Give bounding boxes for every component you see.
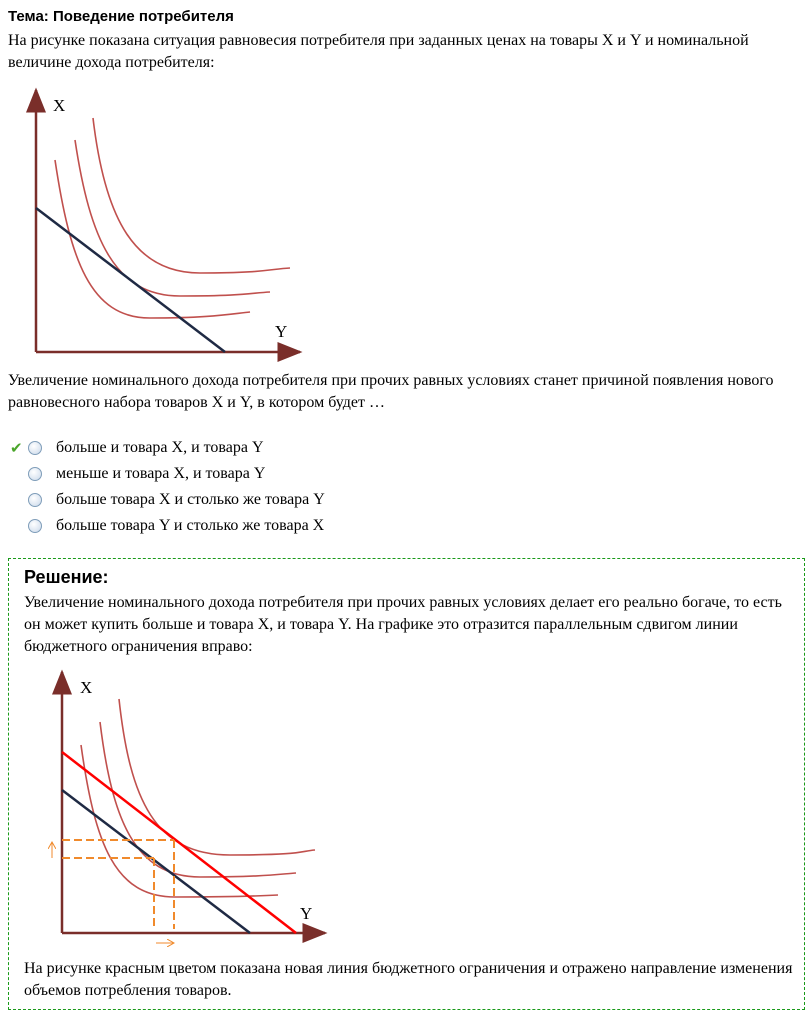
axis-label-x: X bbox=[53, 96, 66, 115]
checkmark-icon: ✔ bbox=[10, 440, 23, 457]
solution-text: Увеличение номинального дохода потребите… bbox=[24, 594, 782, 655]
graph-2 bbox=[52, 669, 328, 943]
budget-line bbox=[35, 207, 226, 353]
indifference-curve-1 bbox=[54, 159, 251, 319]
new-budget-line bbox=[61, 751, 297, 934]
option-4[interactable]: больше товара Y и столько же товара X bbox=[10, 513, 325, 539]
radio-button[interactable] bbox=[28, 441, 42, 455]
indifference-curve-2 bbox=[74, 139, 271, 297]
answer-options: ✔ больше и товара X, и товара Y меньше и … bbox=[10, 435, 325, 539]
graph-1 bbox=[26, 87, 303, 362]
indifference-curve-3 bbox=[92, 117, 291, 274]
indifference-curve-3 bbox=[118, 698, 316, 856]
option-label: меньше и товара X, и товара Y bbox=[56, 465, 266, 482]
solution-box bbox=[8, 558, 805, 1010]
radio-button[interactable] bbox=[28, 467, 42, 481]
question-text: Увеличение номинального дохода потребите… bbox=[8, 372, 774, 411]
axis-label-y-2: Y bbox=[300, 904, 313, 923]
axis-label-x-2: X bbox=[80, 678, 93, 697]
guide-lines bbox=[62, 839, 175, 929]
radio-button[interactable] bbox=[28, 519, 42, 533]
solution-conclusion: На рисунке красным цветом показана новая… bbox=[24, 960, 793, 999]
option-label: больше и товара X, и товара Y bbox=[56, 439, 264, 456]
question-intro: На рисунке показана ситуация равновесия … bbox=[8, 32, 749, 71]
indifference-curve-2 bbox=[99, 721, 297, 878]
axis-label-y: Y bbox=[275, 322, 288, 341]
option-label: больше товара Y и столько же товара X bbox=[56, 517, 325, 534]
budget-line bbox=[61, 789, 251, 934]
radio-button[interactable] bbox=[28, 493, 42, 507]
option-label: больше товара X и столько же товара Y bbox=[56, 491, 325, 508]
topic-title: Тема: Поведение потребителя bbox=[8, 8, 234, 25]
option-2[interactable]: меньше и товара X, и товара Y bbox=[10, 461, 325, 487]
option-3[interactable]: больше товара X и столько же товара Y bbox=[10, 487, 325, 513]
option-1[interactable]: ✔ больше и товара X, и товара Y bbox=[10, 435, 325, 461]
solution-heading: Решение: bbox=[24, 567, 109, 587]
